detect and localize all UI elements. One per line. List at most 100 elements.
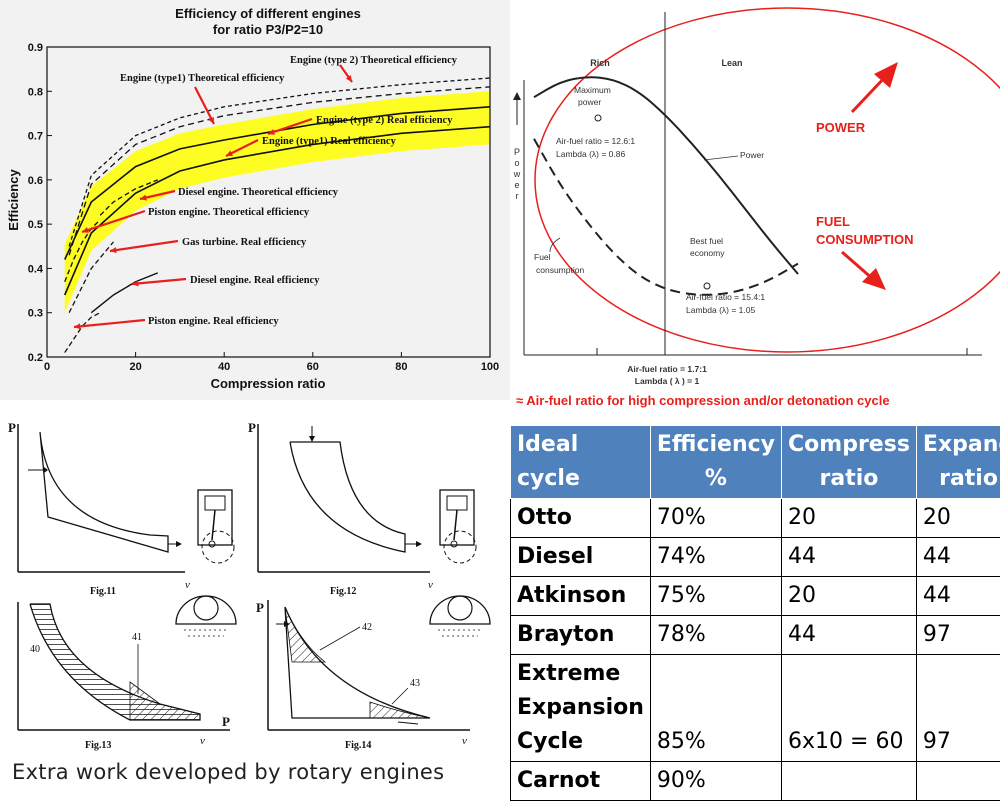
- cycle-expand: 44: [916, 538, 1000, 577]
- table-row: Carnot 90%: [511, 762, 1000, 801]
- cycle-compress: [782, 762, 917, 801]
- fig13-axis-p: P: [222, 714, 230, 729]
- power-curve-label: Power: [740, 150, 764, 160]
- max-power-label-2: power: [578, 97, 601, 107]
- x-tick-label: 60: [307, 361, 319, 373]
- fig12-axis-p: P: [248, 420, 256, 435]
- fig13-axis-v: v: [200, 735, 205, 747]
- pv-diagrams-panel: P v Fig.11 P: [0, 412, 505, 793]
- fig13-label-41: 41: [132, 632, 142, 643]
- best-fuel-ratio: Air-fuel ratio = 15.4:1: [686, 292, 765, 302]
- fig14-diagram: P 42 43 v Fig.14: [256, 596, 490, 751]
- efficiency-chart-panel: Efficiency of different engines for rati…: [0, 0, 510, 400]
- cycle-compress: 44: [782, 616, 917, 655]
- fig11-axis-p: P: [8, 420, 16, 435]
- cycle-name: Atkinson: [511, 577, 651, 616]
- series-label: Engine (type1) Real efficiency: [262, 136, 397, 147]
- region-rich-label: Rich: [590, 58, 610, 68]
- efficiency-chart: Efficiency of different engines for rati…: [0, 0, 510, 400]
- series-label: Piston engine. Theoretical efficiency: [148, 207, 310, 218]
- series-label-arrow: [110, 241, 178, 251]
- fig11-caption: Fig.11: [90, 586, 116, 597]
- af-y-label-letter: e: [514, 180, 519, 190]
- cycle-efficiency: 75%: [650, 577, 781, 616]
- cycle-efficiency: 78%: [650, 616, 781, 655]
- y-tick-label: 0.7: [28, 131, 43, 143]
- efficiency-y-label: Efficiency: [6, 169, 21, 231]
- region-lean-label: Lean: [721, 58, 742, 68]
- y-tick-label: 0.3: [28, 308, 43, 320]
- table-row: Brayton 78% 44 97: [511, 616, 1000, 655]
- efficiency-chart-title: Efficiency of different engines: [175, 6, 361, 21]
- series-label: Engine (type 2) Theoretical efficiency: [290, 55, 458, 66]
- cycle-efficiency: 74%: [650, 538, 781, 577]
- cycle-expand: [916, 762, 1000, 801]
- cycle-compress: 6x10 = 60: [782, 655, 917, 762]
- cycle-expand: 44: [916, 577, 1000, 616]
- x-tick-label: 40: [218, 361, 230, 373]
- series-label: Gas turbine. Real efficiency: [182, 237, 307, 248]
- svg-text:Fuel consumption: Fuel consumption: [534, 252, 584, 275]
- y-tick-label: 0.6: [28, 175, 43, 187]
- efficiency-chart-subtitle: for ratio P3/P2=10: [213, 22, 323, 37]
- fig12-diagram: P v Fig.12: [248, 420, 476, 597]
- air-fuel-chart: Rich Lean Power Maximum power Air-fuel r…: [512, 0, 1000, 412]
- af-y-label: Power: [513, 147, 521, 201]
- svg-text:Best fuel economy: Best fuel economy: [690, 236, 725, 258]
- fig14-axis-p: P: [256, 600, 264, 615]
- svg-text:Maximum power: Maximum power: [574, 85, 613, 107]
- series-label: Engine (type1) Theoretical efficiency: [120, 73, 285, 84]
- max-power-lambda: Lambda (λ) = 0.86: [556, 149, 625, 159]
- x-tick-label: 0: [44, 361, 50, 373]
- af-y-label-letter: r: [516, 191, 519, 201]
- af-y-label-letter: o: [514, 158, 519, 168]
- y-tick-label: 0.2: [28, 352, 43, 364]
- series-label: Engine (type 2) Real efficiency: [316, 115, 453, 126]
- series-label: Piston engine. Real efficiency: [148, 316, 279, 327]
- efficiency-series-line: [91, 273, 157, 313]
- af-y-label-letter: w: [513, 169, 521, 179]
- cycle-expand: 20: [916, 499, 1000, 538]
- fig14-axis-v: v: [462, 735, 467, 747]
- best-fuel-label-1: Best fuel: [690, 236, 723, 246]
- air-fuel-caption: ≈ Air-fuel ratio for high compression an…: [516, 393, 890, 408]
- cycle-name: Carnot: [511, 762, 651, 801]
- power-callout: POWER: [816, 120, 866, 135]
- header-efficiency: Efficiency%: [650, 426, 781, 499]
- x-tick-label: 100: [481, 361, 499, 373]
- best-fuel-lambda: Lambda (λ) = 1.05: [686, 305, 755, 315]
- fig14-label-42: 42: [362, 622, 372, 633]
- svg-text:FUEL CONSUMPTION: FUEL CONSUMPTION: [816, 214, 914, 247]
- fig12-axis-v: v: [428, 579, 433, 591]
- y-tick-label: 0.5: [28, 219, 43, 231]
- pv-diagrams: P v Fig.11 P: [0, 412, 505, 762]
- fig13-diagram: P v 40 41 Fig.13: [18, 596, 236, 751]
- cycle-compress: 20: [782, 499, 917, 538]
- cycle-efficiency: 70%: [650, 499, 781, 538]
- fig13-caption: Fig.13: [85, 740, 111, 751]
- table-row: Diesel 74% 44 44: [511, 538, 1000, 577]
- max-power-point: [595, 115, 601, 121]
- cycle-name: Otto: [511, 499, 651, 538]
- cycle-name: Diesel: [511, 538, 651, 577]
- max-power-ratio: Air-fuel ratio = 12.6:1: [556, 136, 635, 146]
- af-y-arrow-head: [513, 92, 521, 100]
- power-curve: [534, 77, 798, 274]
- x-axis-note-1: Air-fuel ratio = 1.7:1: [627, 364, 707, 374]
- cycle-compress: 20: [782, 577, 917, 616]
- best-fuel-label-2: economy: [690, 248, 725, 258]
- fuel-label-1: Fuel: [534, 252, 551, 262]
- efficiency-x-label: Compression ratio: [211, 376, 326, 391]
- cycle-expand: 97: [916, 616, 1000, 655]
- fig14-label-43: 43: [410, 678, 420, 689]
- cycle-compress: 44: [782, 538, 917, 577]
- max-power-label-1: Maximum: [574, 85, 611, 95]
- y-tick-label: 0.8: [28, 86, 43, 98]
- fig11-diagram: P v Fig.11: [8, 420, 234, 597]
- af-y-label-letter: P: [514, 147, 520, 157]
